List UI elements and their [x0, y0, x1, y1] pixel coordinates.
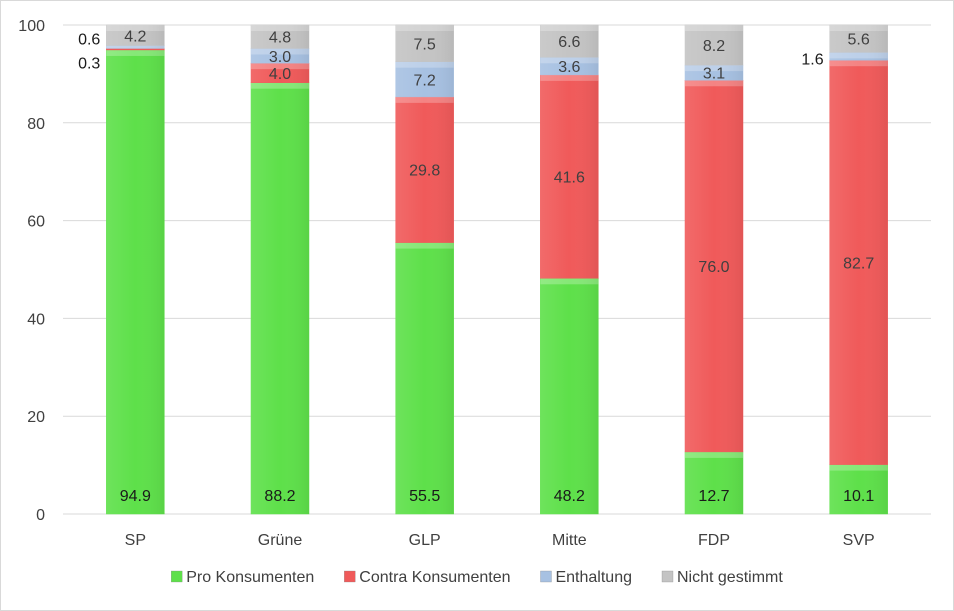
data-label: 6.6	[558, 34, 580, 51]
legend-item: Contra Konsumenten	[344, 569, 510, 586]
data-label: 5.6	[848, 32, 870, 49]
legend-label: Contra Konsumenten	[359, 569, 510, 586]
y-tick-label: 60	[27, 214, 45, 231]
data-label: 88.2	[264, 488, 295, 505]
x-category-label: GLP	[409, 532, 441, 549]
bar-shade	[395, 96, 454, 243]
bar-shade	[106, 25, 165, 46]
bar-shade	[540, 25, 599, 58]
data-label: 4.2	[124, 28, 146, 45]
bars	[106, 24, 888, 515]
bar-shade	[829, 60, 888, 465]
bar-shade	[395, 242, 454, 515]
legend-label: Nicht gestimmt	[677, 569, 783, 586]
data-label: 3.1	[703, 66, 725, 83]
bar-shade	[685, 65, 743, 81]
data-label: 48.2	[554, 488, 585, 505]
bar-shade	[685, 25, 743, 66]
data-label: 8.2	[703, 38, 725, 55]
bar-shade	[251, 63, 309, 83]
x-axis-categories: SP Grüne GLP Mitte FDP SVP	[125, 532, 875, 549]
data-label: 3.0	[269, 49, 291, 66]
bar-shade	[829, 25, 888, 53]
bar-shade	[251, 82, 309, 515]
bar-shade	[106, 49, 165, 515]
legend-swatch	[171, 570, 183, 583]
bar-shade	[251, 25, 309, 49]
gridlines	[63, 24, 931, 515]
bar-shade	[106, 45, 165, 49]
bar-shade	[685, 451, 743, 514]
x-category-label: Grüne	[258, 532, 303, 549]
x-category-label: Mitte	[552, 532, 587, 549]
y-axis-ticks: 0 20 40 60 80 100	[18, 18, 45, 524]
legend-item: Enthaltung	[540, 569, 632, 586]
bar-shade	[540, 278, 599, 514]
legend-label: Enthaltung	[555, 569, 632, 586]
data-labels: 94.9 0.3 0.6 4.2 88.2 4.03.0 4.8 55.5 29.8 7.2 7.5…	[78, 28, 874, 505]
data-label: 76.0	[698, 259, 729, 276]
data-label: 7.5	[414, 36, 436, 53]
y-tick-label: 80	[27, 116, 45, 133]
data-label: 10.1	[843, 488, 874, 505]
data-label: 0.6	[78, 32, 100, 49]
data-label: 4.0	[269, 66, 291, 83]
data-label: 1.6	[801, 51, 823, 68]
bar-shade	[540, 57, 599, 75]
bar-shade	[251, 48, 309, 64]
legend-swatch	[344, 570, 356, 583]
bar-shade	[540, 74, 599, 279]
data-label: 82.7	[843, 255, 874, 272]
data-label: 94.9	[120, 488, 151, 505]
legend-item: Nicht gestimmt	[661, 569, 783, 586]
data-label: 29.8	[409, 163, 440, 180]
legend-label: Pro Konsumenten	[186, 569, 314, 586]
bar-shade	[395, 25, 454, 62]
legend: Pro Konsumenten Contra Konsumenten Enthalt…	[171, 569, 783, 586]
data-label: 55.5	[409, 488, 440, 505]
legend-swatch	[540, 570, 552, 583]
bar-shade	[829, 52, 888, 61]
bar-shade	[395, 61, 454, 97]
y-tick-label: 20	[27, 409, 45, 426]
legend-item: Pro Konsumenten	[171, 569, 314, 586]
x-category-label: SVP	[843, 532, 875, 549]
y-tick-label: 100	[18, 18, 45, 35]
bar-shade	[685, 80, 743, 452]
y-tick-label: 0	[36, 507, 45, 524]
x-category-label: FDP	[698, 532, 730, 549]
data-label: 0.3	[78, 55, 100, 72]
data-label: 3.6	[558, 59, 580, 76]
data-label: 12.7	[698, 488, 729, 505]
x-category-label: SP	[125, 532, 146, 549]
bar-shade	[829, 464, 888, 514]
data-label: 41.6	[554, 170, 585, 187]
data-label: 7.2	[414, 72, 436, 89]
data-label: 4.8	[269, 30, 291, 47]
y-tick-label: 40	[27, 311, 45, 328]
legend-swatch	[661, 570, 674, 583]
